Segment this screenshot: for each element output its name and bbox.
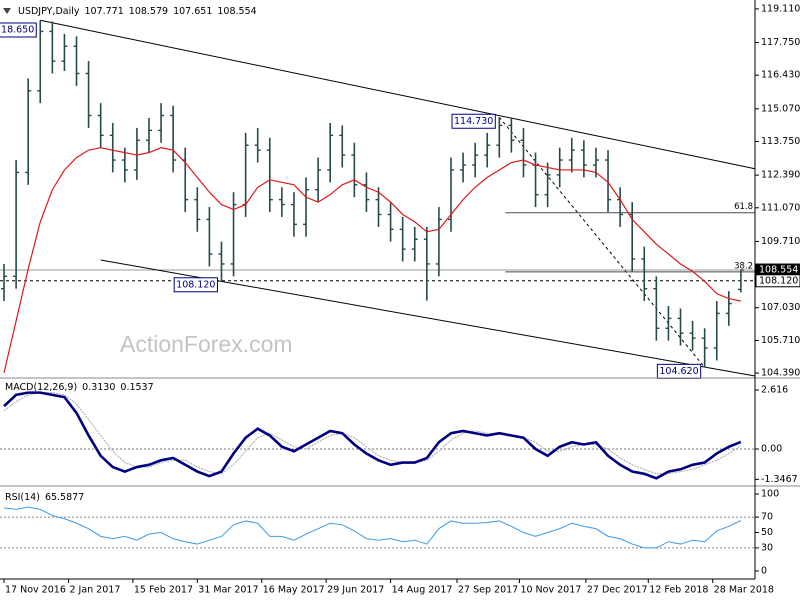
y-tick-label: 119.110: [761, 3, 800, 14]
moving-average: [3, 147, 742, 373]
annotation-label: 114.730: [454, 116, 493, 127]
header-value: 108.554: [217, 6, 256, 17]
y-tick-label: 115.070: [761, 103, 800, 114]
x-tick-label: 27 Sep 2017: [458, 585, 518, 596]
y-tick-label: 2.616: [761, 385, 788, 396]
x-tick-label: 27 Dec 2017: [587, 585, 648, 596]
watermark: ActionForex.com: [120, 331, 293, 357]
rsi-line: [3, 506, 742, 549]
x-tick-label: 15 Feb 2017: [134, 585, 193, 596]
header-value: 107.771: [84, 6, 123, 17]
x-tick-label: 16 May 2017: [263, 585, 325, 596]
x-tick-label: 28 Mar 2018: [714, 585, 774, 596]
annotation-box: [173, 277, 218, 293]
header-value: MACD(12,26,9): [5, 382, 77, 393]
x-tick-label: 17 Nov 2016: [5, 585, 66, 596]
annotation-label: 118.650: [0, 25, 34, 36]
annotation-label: 108.120: [176, 279, 215, 290]
x-tick-label: 10 Nov 2017: [520, 585, 581, 596]
y-tick-label: 116.430: [761, 70, 800, 81]
header-value: USDJPY,Daily: [18, 6, 80, 17]
x-tick-label: 14 Aug 2017: [392, 585, 453, 596]
panel-header: MACD(12,26,9) 0.3130 0.1537: [5, 382, 154, 393]
x-tick-label: 2 Jan 2017: [69, 585, 120, 596]
y-tick-label: 0: [761, 565, 767, 576]
y-tick-label: 117.750: [761, 37, 800, 48]
panel-header: USDJPY,Daily 107.771 108.579 107.651 108.554: [18, 6, 257, 17]
header-value: RSI(14): [5, 492, 40, 503]
y-tick-label: 112.390: [761, 170, 800, 181]
y-tick-label: 104.390: [761, 368, 800, 379]
y-tick-label: 50: [761, 527, 773, 538]
y-tick-label: 70: [761, 512, 773, 523]
header-value: 65.5877: [45, 492, 84, 503]
annotation-box: [0, 22, 37, 38]
header-value: 0.3130: [82, 382, 115, 393]
y-tick-label: 111.070: [761, 202, 800, 213]
x-tick-label: 12 Feb 2018: [649, 585, 708, 596]
trendline: [40, 19, 756, 170]
y-tick-label: 105.710: [761, 335, 800, 346]
plot-layer: 119.110 117.750 116.430 115.070 113.750 112.3…: [0, 3, 800, 596]
annotation-box: [451, 113, 496, 129]
macd-line: [3, 391, 742, 480]
fib-label: 38.2: [734, 261, 753, 271]
header-value: 0.1537: [120, 382, 153, 393]
y-tick-label: 109.710: [761, 236, 800, 247]
annotation-label: 104.620: [659, 366, 698, 377]
y-tick-label: 30: [761, 542, 773, 553]
fib-label: 61.8: [734, 202, 753, 212]
header-value: 108.579: [129, 6, 168, 17]
panel-header: RSI(14) 65.5877: [5, 492, 84, 503]
y-tick-label: 113.750: [761, 136, 800, 147]
x-tick-label: 29 Jun 2017: [327, 585, 384, 596]
price-tag-label: 108.120: [759, 275, 798, 286]
price-tag-label: 108.554: [759, 265, 798, 276]
header-value: 107.651: [173, 6, 212, 17]
y-tick-label: 107.030: [761, 302, 800, 313]
y-tick-label: 0.00: [761, 444, 782, 455]
menu-icon[interactable]: [3, 8, 11, 14]
y-tick-label: 100: [761, 489, 779, 500]
y-tick-label: -1.3467: [761, 474, 798, 485]
price-tag: [755, 274, 800, 288]
x-tick-label: 31 Mar 2017: [198, 585, 258, 596]
